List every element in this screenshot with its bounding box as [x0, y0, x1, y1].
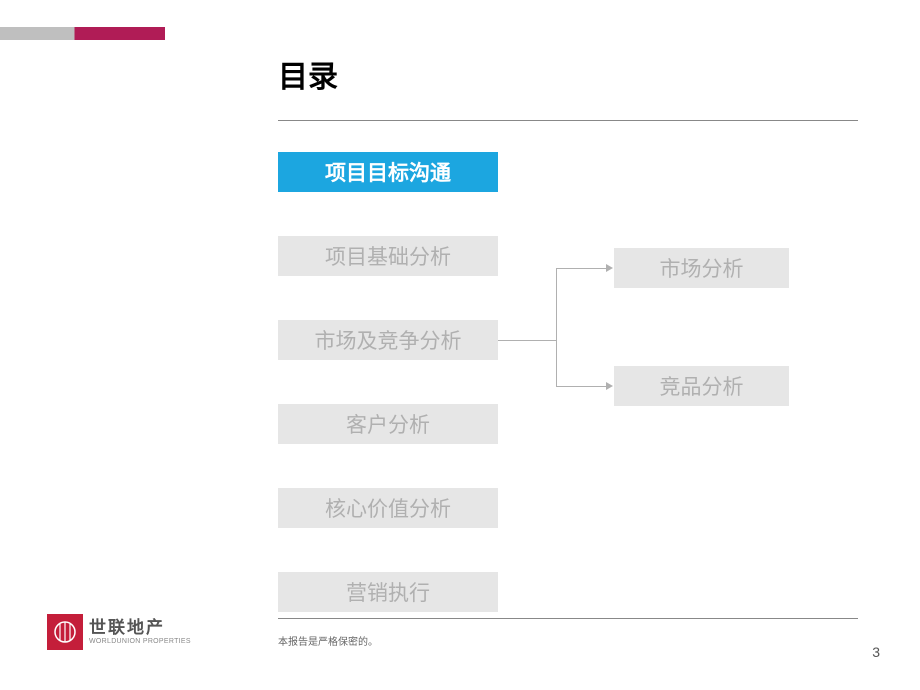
toc-item-0: 项目目标沟通 [278, 152, 498, 192]
page-title: 目录 [278, 52, 338, 96]
logo-mark-icon [47, 614, 83, 650]
toc-item-1: 项目基础分析 [278, 236, 498, 276]
divider-bottom [278, 618, 858, 619]
footer-note: 本报告是严格保密的。 [278, 633, 378, 648]
brand-logo: 世联地产 WORLDUNION PROPERTIES [47, 614, 191, 650]
page-number: 3 [872, 644, 880, 660]
toc-item-4: 核心价值分析 [278, 488, 498, 528]
top-accent-bar [0, 27, 165, 40]
divider-top [278, 120, 858, 121]
toc-item-2: 市场及竞争分析 [278, 320, 498, 360]
toc-sub-item-1: 竞品分析 [614, 366, 789, 406]
toc-item-3: 客户分析 [278, 404, 498, 444]
toc-item-5: 营销执行 [278, 572, 498, 612]
logo-text-cn: 世联地产 [89, 619, 191, 638]
toc-sub-item-0: 市场分析 [614, 248, 789, 288]
logo-text-en: WORLDUNION PROPERTIES [89, 638, 191, 645]
logo-text: 世联地产 WORLDUNION PROPERTIES [89, 619, 191, 645]
